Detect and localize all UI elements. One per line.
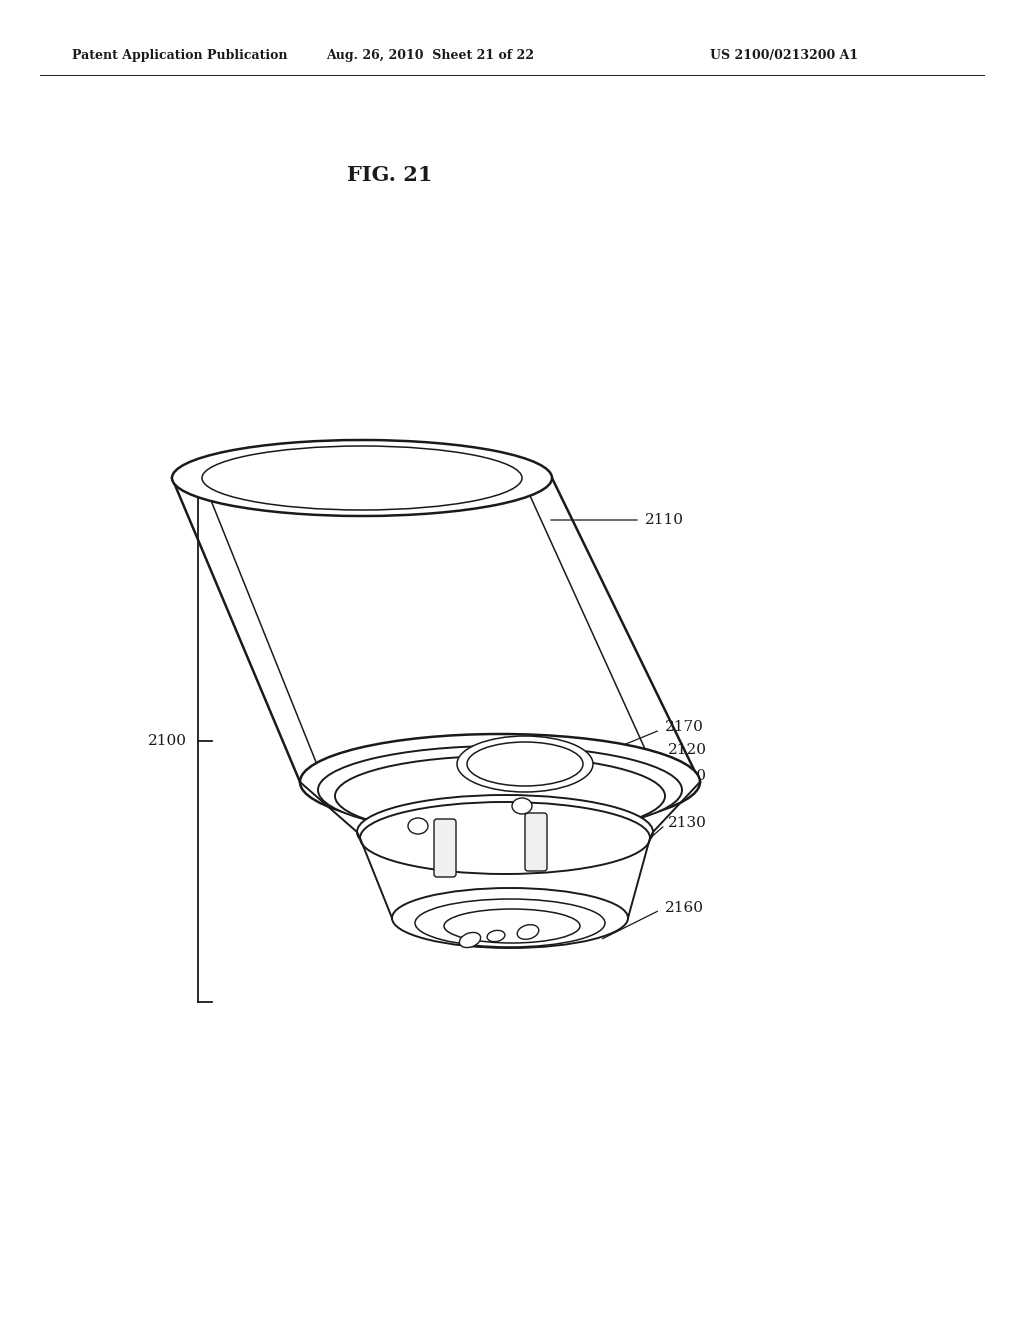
Text: 2100: 2100 bbox=[148, 734, 187, 748]
Ellipse shape bbox=[457, 737, 593, 792]
Text: 2130: 2130 bbox=[668, 816, 707, 830]
Ellipse shape bbox=[415, 899, 605, 946]
Text: 2170: 2170 bbox=[665, 719, 703, 734]
Ellipse shape bbox=[487, 931, 505, 941]
Ellipse shape bbox=[357, 795, 653, 869]
Ellipse shape bbox=[300, 734, 700, 830]
Text: FIG. 21: FIG. 21 bbox=[347, 165, 433, 185]
Text: 2150: 2150 bbox=[605, 813, 644, 828]
Text: 2120: 2120 bbox=[668, 743, 707, 756]
Text: 2110: 2110 bbox=[645, 513, 684, 527]
Ellipse shape bbox=[392, 888, 628, 948]
Ellipse shape bbox=[172, 440, 552, 516]
Text: 2160: 2160 bbox=[665, 902, 705, 915]
Ellipse shape bbox=[335, 756, 665, 836]
FancyBboxPatch shape bbox=[525, 813, 547, 871]
Ellipse shape bbox=[460, 932, 480, 948]
Ellipse shape bbox=[360, 803, 650, 874]
Ellipse shape bbox=[318, 746, 682, 834]
Ellipse shape bbox=[517, 925, 539, 940]
Text: Patent Application Publication: Patent Application Publication bbox=[72, 49, 288, 62]
Text: 2140: 2140 bbox=[668, 770, 707, 783]
Ellipse shape bbox=[444, 909, 580, 942]
Ellipse shape bbox=[512, 799, 532, 814]
FancyBboxPatch shape bbox=[434, 818, 456, 876]
Ellipse shape bbox=[408, 818, 428, 834]
Text: US 2100/0213200 A1: US 2100/0213200 A1 bbox=[710, 49, 858, 62]
Ellipse shape bbox=[202, 446, 522, 510]
Ellipse shape bbox=[467, 742, 583, 785]
Text: Aug. 26, 2010  Sheet 21 of 22: Aug. 26, 2010 Sheet 21 of 22 bbox=[326, 49, 534, 62]
